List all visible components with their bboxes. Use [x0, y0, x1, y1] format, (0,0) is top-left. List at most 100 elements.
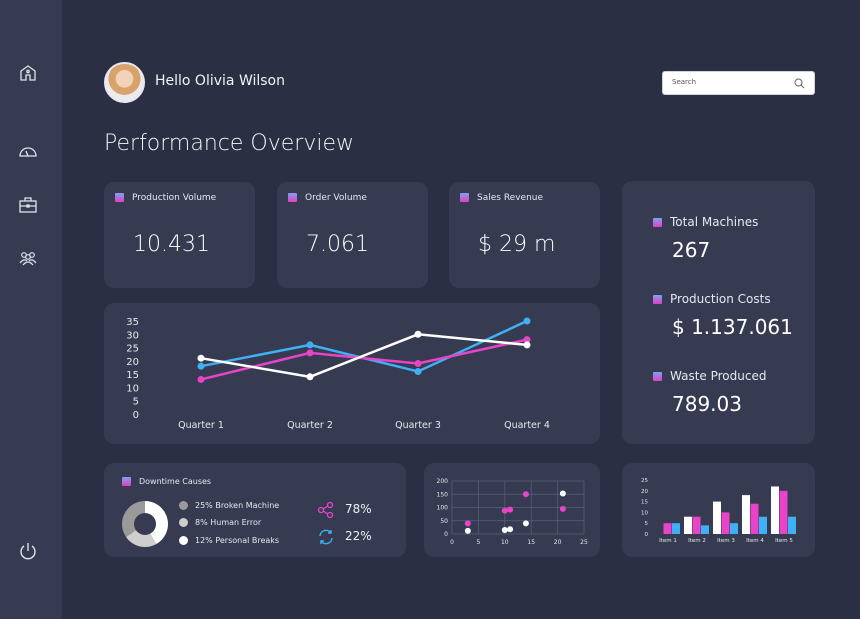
bar-chart-card: 0 5 10 15 20 25 Item 1 Item 2 Item 3 Item 4 Item 5 — [622, 463, 815, 557]
scatter-point — [559, 490, 566, 497]
legend-dot — [179, 501, 188, 510]
avatar[interactable] — [104, 62, 145, 103]
kpi-value: $ 29 m — [478, 232, 556, 257]
series-line — [200, 333, 528, 379]
square-icon — [115, 193, 124, 202]
data-point — [523, 336, 531, 344]
y-tick-label: 0 — [133, 410, 139, 421]
x-tick-label: 25 — [580, 539, 588, 546]
square-icon — [460, 193, 469, 202]
scatter-point — [522, 491, 529, 498]
bar — [721, 512, 730, 534]
data-point — [306, 373, 314, 381]
y-tick-label: 25 — [126, 344, 139, 355]
donut-chart — [122, 501, 168, 547]
x-tick-label: 0 — [450, 539, 454, 546]
briefcase-icon[interactable] — [18, 195, 38, 215]
scatter-point — [559, 505, 566, 512]
bar — [750, 503, 759, 534]
data-point — [306, 341, 314, 349]
x-tick-label: 20 — [554, 539, 562, 546]
x-tick-label: 5 — [476, 539, 480, 546]
kpi-value: 7.061 — [306, 232, 369, 257]
data-point — [197, 354, 205, 362]
y-tick-label: 20 — [641, 489, 648, 495]
sync-percent: 22% — [345, 529, 372, 543]
x-tick-label: 10 — [501, 539, 509, 546]
scatter-point — [507, 506, 514, 513]
x-tick-label: Quarter 2 — [287, 420, 333, 431]
summary-value: 267 — [672, 238, 711, 262]
summary-label: Production Costs — [670, 292, 771, 306]
data-point — [306, 349, 314, 357]
x-tick-label: Quarter 4 — [504, 420, 550, 431]
scatter-point — [501, 507, 508, 514]
x-tick-label: Quarter 1 — [178, 420, 224, 431]
bar — [730, 523, 738, 534]
downtime-card: Downtime Causes 25% Broken Machine 8% Hu… — [104, 463, 406, 557]
bar — [692, 516, 701, 534]
bar — [684, 516, 692, 534]
data-point — [414, 330, 422, 338]
downtime-title: Downtime Causes — [139, 477, 212, 486]
x-tick-label: 15 — [527, 539, 535, 546]
greeting: Hello Olivia Wilson — [155, 73, 285, 89]
legend-label: 25% Broken Machine — [195, 501, 280, 510]
bar — [788, 516, 796, 534]
users-icon[interactable] — [18, 248, 38, 268]
y-tick-label: 10 — [126, 383, 139, 394]
kpi-card-production-volume: Production Volume 10.431 — [104, 182, 255, 288]
y-tick-label: 50 — [440, 518, 448, 525]
bar — [742, 495, 750, 534]
y-tick-label: 30 — [126, 330, 139, 341]
x-tick-label: Item 1 — [659, 538, 677, 544]
scatter-chart-card: 0 5 10 15 20 25 0 50 100 150 200 — [424, 463, 600, 557]
kpi-card-sales-revenue: Sales Revenue $ 29 m — [449, 182, 600, 288]
y-tick-label: 15 — [126, 370, 139, 381]
series-line — [200, 338, 528, 381]
scatter-chart: 0 5 10 15 20 25 0 50 100 150 200 — [437, 478, 588, 546]
share-percent: 78% — [345, 502, 372, 516]
scatter-point — [501, 527, 508, 534]
y-tick-label: 10 — [641, 510, 648, 516]
y-tick-label: 200 — [437, 478, 449, 485]
kpi-label: Order Volume — [305, 193, 367, 203]
y-tick-label: 15 — [641, 500, 648, 506]
bar — [771, 486, 779, 534]
kpi-value: 10.431 — [133, 232, 210, 257]
summary-label: Waste Produced — [670, 369, 767, 383]
speedometer-icon[interactable] — [18, 142, 38, 162]
y-tick-label: 0 — [645, 532, 649, 538]
kpi-label: Sales Revenue — [477, 193, 544, 203]
bar — [672, 523, 680, 534]
bar — [701, 525, 709, 534]
kpi-label: Production Volume — [132, 193, 217, 203]
legend-label: 8% Human Error — [195, 518, 262, 527]
line-chart-card: 0 5 10 15 20 25 30 35 Quarter 1 Quarter 2 Quarter … — [104, 303, 600, 444]
data-point — [197, 362, 205, 370]
kpi-card-order-volume: Order Volume 7.061 — [277, 182, 428, 288]
power-icon[interactable] — [18, 541, 38, 561]
y-tick-label: 35 — [126, 317, 139, 328]
summary-card: Total Machines 267 Production Costs $ 1.… — [622, 181, 815, 444]
x-tick-label: Item 4 — [746, 538, 764, 544]
legend-dot — [179, 518, 188, 527]
scatter-point — [522, 520, 529, 527]
y-tick-label: 20 — [126, 357, 139, 368]
data-point — [414, 360, 422, 368]
y-tick-label: 25 — [641, 478, 648, 484]
data-point — [523, 317, 531, 325]
home-icon[interactable] — [18, 63, 38, 83]
bar — [713, 501, 721, 534]
bar — [663, 523, 672, 534]
data-point — [414, 367, 422, 375]
search-input[interactable]: Search — [662, 71, 815, 95]
search-icon[interactable] — [794, 78, 805, 89]
x-tick-label: Item 3 — [717, 538, 735, 544]
y-tick-label: 5 — [645, 521, 649, 527]
summary-value: $ 1.137.061 — [672, 315, 793, 339]
line-chart: 0 5 10 15 20 25 30 35 Quarter 1 Quarter 2 Quarter … — [126, 317, 550, 431]
series-line — [200, 319, 528, 373]
bar-chart: 0 5 10 15 20 25 Item 1 Item 2 Item 3 Item 4 Item 5 — [641, 478, 796, 544]
y-tick-label: 5 — [133, 397, 139, 408]
